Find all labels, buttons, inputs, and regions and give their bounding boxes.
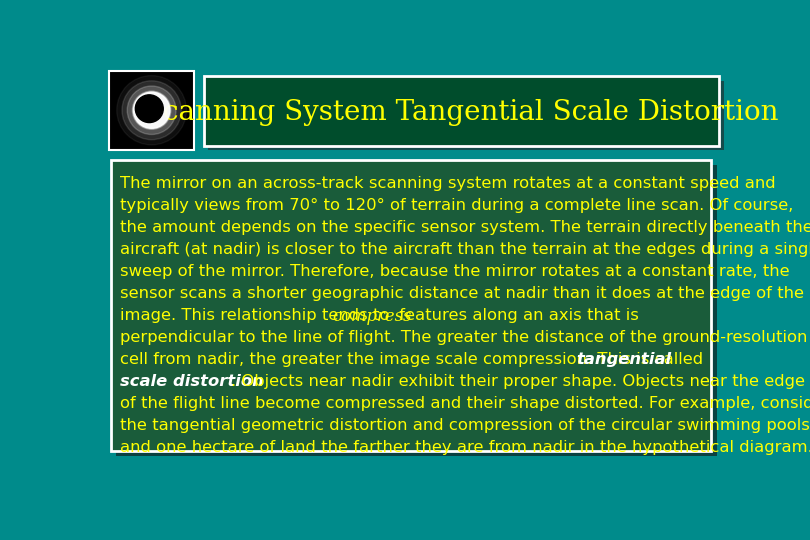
Text: and one hectare of land the farther they are from nadir in the hypothetical diag: and one hectare of land the farther they… [120, 440, 810, 455]
Text: sweep of the mirror. Therefore, because the mirror rotates at a constant rate, t: sweep of the mirror. Therefore, because … [120, 264, 790, 279]
Circle shape [117, 76, 186, 145]
Text: sensor scans a shorter geographic distance at nadir than it does at the edge of : sensor scans a shorter geographic distan… [120, 286, 804, 301]
Bar [116, 165, 717, 456]
Text: of the flight line become compressed and their shape distorted. For example, con: of the flight line become compressed and… [120, 396, 810, 411]
Circle shape [135, 95, 164, 123]
Circle shape [133, 91, 171, 129]
Bar [110, 159, 711, 450]
Circle shape [134, 92, 170, 128]
Bar [109, 71, 194, 150]
Circle shape [122, 81, 181, 140]
Bar [208, 81, 723, 150]
Text: tangential: tangential [576, 352, 671, 367]
Text: image. This relationship tends to: image. This relationship tends to [120, 308, 394, 323]
Text: typically views from 70° to 120° of terrain during a complete line scan. Of cour: typically views from 70° to 120° of terr… [120, 198, 793, 213]
Text: aircraft (at nadir) is closer to the aircraft than the terrain at the edges duri: aircraft (at nadir) is closer to the air… [120, 242, 810, 257]
Text: cell from nadir, the greater the image scale compression. This is called: cell from nadir, the greater the image s… [120, 352, 708, 367]
Circle shape [127, 86, 176, 134]
Text: scale distortion: scale distortion [120, 374, 263, 389]
Text: compress: compress [333, 308, 412, 325]
Text: perpendicular to the line of flight. The greater the distance of the ground-reso: perpendicular to the line of flight. The… [120, 330, 808, 345]
Text: features along an axis that is: features along an axis that is [394, 308, 639, 323]
Text: Scanning System Tangential Scale Distortion: Scanning System Tangential Scale Distort… [144, 99, 778, 126]
Text: . Objects near nadir exhibit their proper shape. Objects near the edge: . Objects near nadir exhibit their prope… [232, 374, 805, 389]
Text: the amount depends on the specific sensor system. The terrain directly beneath t: the amount depends on the specific senso… [120, 220, 810, 235]
Text: the tangential geometric distortion and compression of the circular swimming poo: the tangential geometric distortion and … [120, 418, 810, 433]
Bar [203, 76, 719, 146]
Text: The mirror on an across-track scanning system rotates at a constant speed and: The mirror on an across-track scanning s… [120, 177, 775, 192]
